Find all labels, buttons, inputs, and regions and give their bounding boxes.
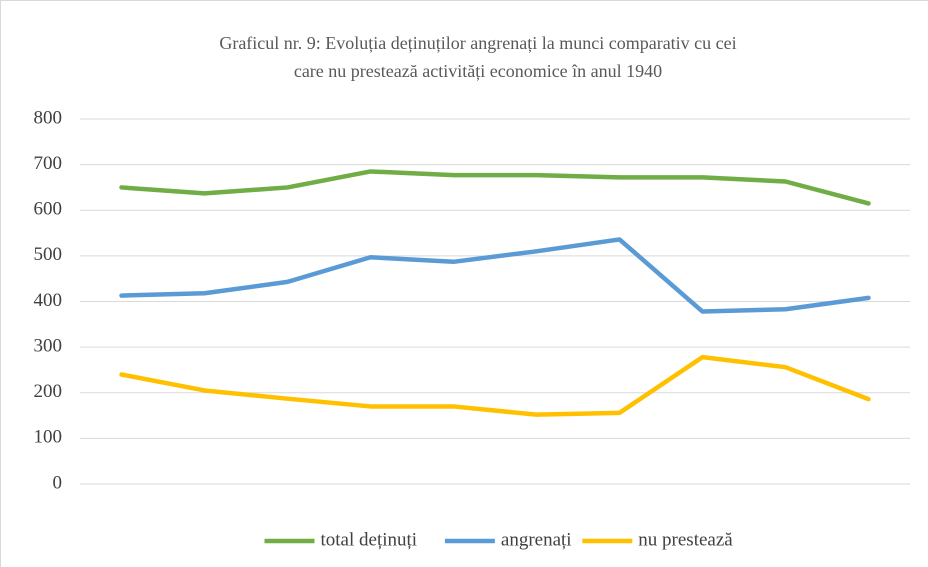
line-series [119,169,871,206]
y-tick-label: 400 [34,290,63,311]
line-series [119,237,871,314]
chart-title: Graficul nr. 9: Evoluția deținuților ang… [219,33,736,53]
line-series [119,354,871,417]
y-tick-label: 200 [34,381,63,402]
y-tick-label: 0 [53,472,63,493]
y-tick-label: 600 [34,199,63,220]
y-tick-label: 800 [34,107,63,128]
chart-title: care nu prestează activități economice î… [294,61,662,81]
legend-label: nu prestează [638,529,733,550]
y-tick-label: 500 [34,244,63,265]
y-tick-label: 100 [34,427,63,448]
legend-label: angrenați [501,529,572,550]
y-tick-label: 700 [34,153,63,174]
y-tick-label: 300 [34,335,63,356]
legend-label: total deținuți [321,529,418,550]
